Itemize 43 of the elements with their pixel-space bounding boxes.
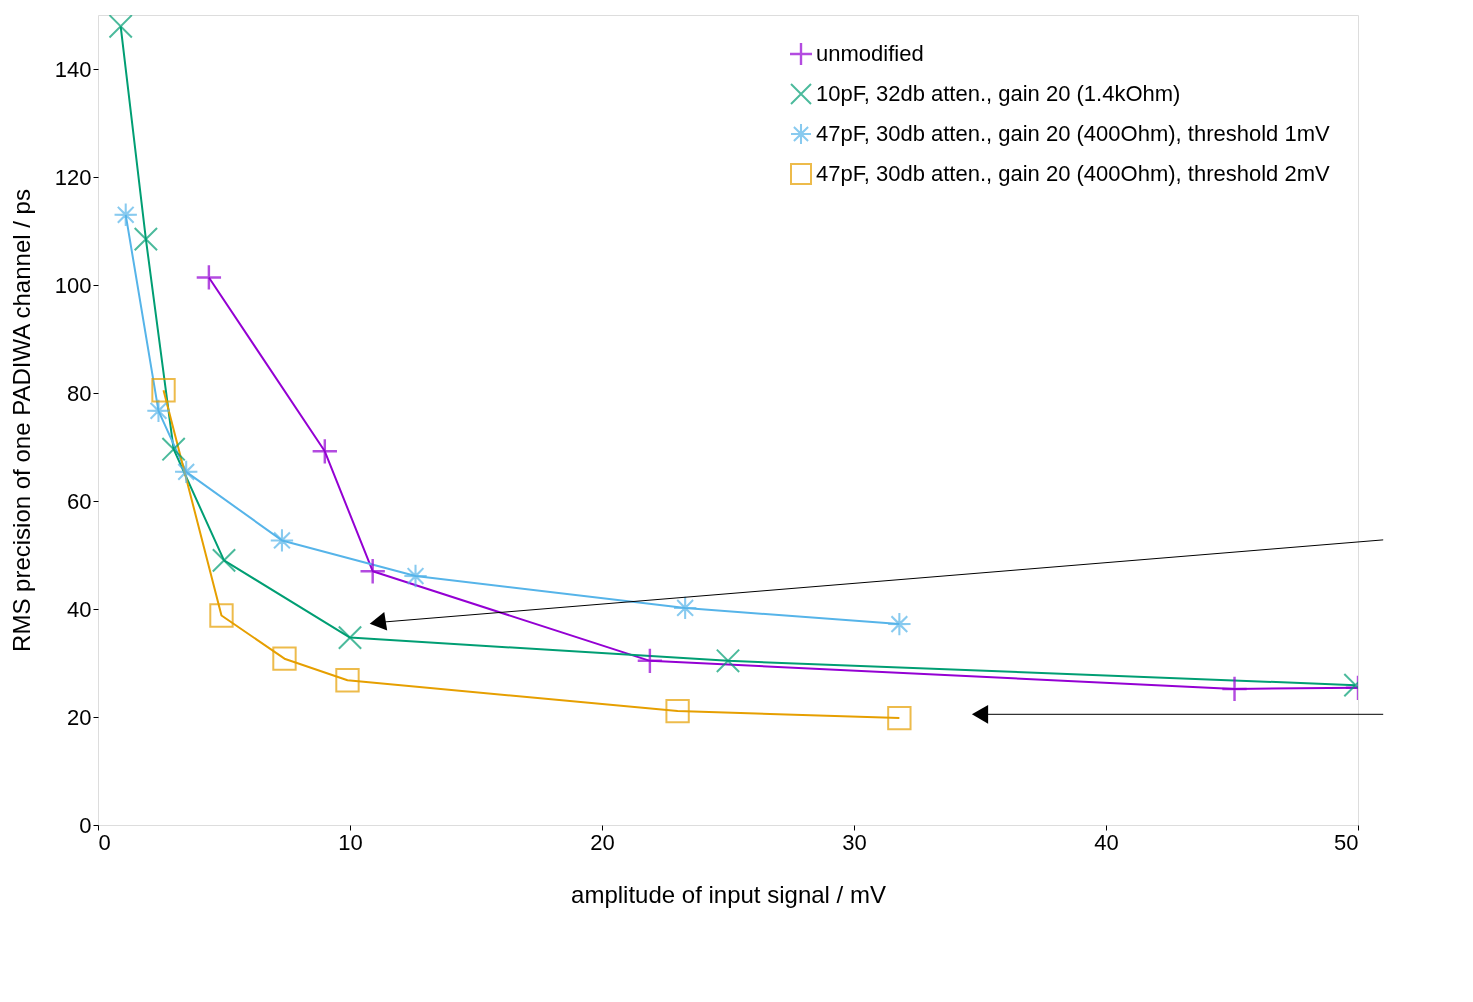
point: [312, 439, 337, 464]
x-tick-label: 40: [1094, 829, 1119, 855]
x-tick-label: 50: [1334, 829, 1359, 855]
y-axis-title: RMS precision of one PADIWA channel / ps: [7, 189, 35, 652]
y-tick-label: 20: [67, 704, 92, 730]
point: [337, 625, 363, 650]
point: [403, 563, 428, 589]
y-tick-label: 100: [54, 272, 92, 298]
legend-label: 47pF, 30db atten., gain 20 (400Ohm), threshold 2mV: [816, 161, 1330, 186]
point: [209, 603, 234, 628]
point: [108, 15, 133, 39]
point: [335, 668, 360, 693]
y-tick-label: 40: [67, 596, 92, 622]
point: [211, 548, 237, 573]
point: [133, 226, 159, 252]
x-tick-label: 10: [338, 829, 363, 855]
point: [174, 459, 199, 485]
point: [360, 559, 385, 584]
point: [887, 611, 912, 637]
point: [196, 265, 222, 290]
legend-label: 10pF, 32db atten., gain 20 (1.4kOhm): [816, 81, 1181, 106]
y-tick-label: 80: [67, 380, 92, 406]
point: [272, 646, 297, 671]
point: [151, 378, 176, 403]
legend-label: 47pF, 30db atten., gain 20 (400Ohm), threshold 1mV: [816, 121, 1330, 146]
y-tick-label: 120: [54, 164, 92, 190]
legend-label: unmodified: [816, 41, 924, 66]
point: [665, 698, 690, 724]
point: [887, 705, 912, 731]
x-tick-label: 0: [98, 829, 111, 855]
point: [637, 648, 663, 674]
point: [1222, 676, 1247, 702]
y-tick-label: 140: [54, 56, 92, 82]
point: [672, 595, 698, 621]
x-axis-title: amplitude of input signal / mV: [571, 880, 886, 908]
y-tick-label: 0: [79, 812, 92, 838]
point: [113, 202, 138, 227]
point: [161, 436, 186, 462]
y-tick-label: 60: [67, 488, 92, 514]
x-tick-label: 20: [590, 829, 615, 855]
point: [715, 648, 741, 674]
x-tick-label: 30: [842, 829, 867, 855]
point: [269, 528, 295, 553]
